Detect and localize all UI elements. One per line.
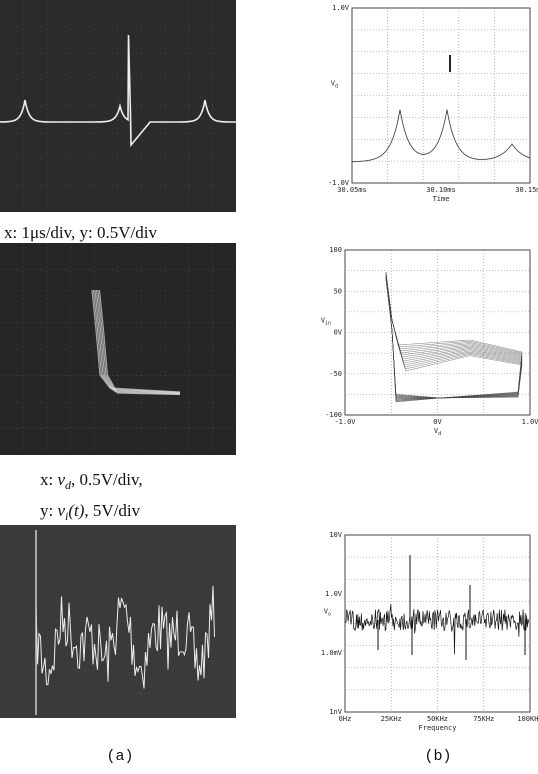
waveform <box>352 109 531 163</box>
waveform <box>385 279 523 399</box>
waveform <box>385 274 523 400</box>
x-tick-label: -1.0V <box>334 418 356 426</box>
y-axis-label: Vo <box>324 608 331 618</box>
panel-label: (a) <box>106 748 133 765</box>
y-axis-label: Vin <box>321 317 331 327</box>
scope-trace <box>35 585 215 689</box>
x-tick-label: 25KHz <box>381 715 402 723</box>
waveform <box>385 272 523 402</box>
scope-trace <box>98 289 181 396</box>
waveform <box>385 276 523 399</box>
x-tick-label: 0Hz <box>339 715 352 723</box>
y-tick-label: 0V <box>334 329 343 337</box>
scope-trace <box>97 289 181 395</box>
waveform <box>385 273 523 402</box>
y-tick-label: -1.0V <box>328 179 350 187</box>
scope-trace <box>94 289 181 394</box>
label-main: Time <box>433 195 450 203</box>
label-main: V <box>331 80 336 88</box>
waveform <box>385 276 523 399</box>
waveform <box>385 273 523 401</box>
panel-label: (b) <box>424 748 451 765</box>
y-axis-label: Vd <box>331 80 338 90</box>
waveform <box>385 275 523 399</box>
x-tick-label: 30.10ms <box>426 186 456 194</box>
label-main: V <box>321 317 326 325</box>
x-tick-label: 0V <box>433 418 442 426</box>
y-tick-label: 50 <box>334 287 342 295</box>
waveform <box>385 277 523 399</box>
caption-part: , 5V/div <box>84 501 140 520</box>
x-tick-label: 1.0V <box>522 418 538 426</box>
label-main: V <box>434 427 439 435</box>
label-sub: d <box>335 84 338 90</box>
caption-part: x: <box>40 470 57 489</box>
y-tick-label: 100 <box>329 246 342 254</box>
y-tick-label: 1.0V <box>325 590 343 598</box>
x-axis-label: Time <box>433 195 450 203</box>
y-tick-label: -50 <box>329 370 342 378</box>
x-tick-label: 75KHz <box>473 715 494 723</box>
oscilloscope-panels <box>0 0 236 718</box>
y-tick-label: 1.0mV <box>321 649 343 657</box>
scope-trace <box>92 289 181 394</box>
waveform <box>385 277 523 399</box>
caption-part: i <box>65 509 68 523</box>
x-tick-label: 30.15ms <box>515 186 538 194</box>
caption-part: y: <box>40 501 57 520</box>
label-sub: in <box>325 321 331 327</box>
y-tick-label: 1.0V <box>332 4 350 12</box>
caption-part: d <box>65 478 72 492</box>
y-tick-label: 1nV <box>329 708 342 716</box>
x-axis-label: Frequency <box>419 724 457 732</box>
y-tick-label: 10V <box>329 531 342 539</box>
waveform <box>385 278 523 399</box>
x-tick-label: 30.05ms <box>337 186 367 194</box>
caption-part: v <box>57 501 65 520</box>
label-main: Frequency <box>419 724 457 732</box>
label-sub: o <box>328 612 331 618</box>
spectrum <box>345 604 530 655</box>
waveform <box>385 274 523 400</box>
label-main: V <box>324 608 329 616</box>
caption-part: v <box>57 470 65 489</box>
caption-part: (t) <box>68 501 84 520</box>
label-sub: d <box>438 431 441 437</box>
caption-part: , 0.5V/div, <box>71 470 143 489</box>
scope-trace <box>0 34 236 148</box>
caption: x: vd, 0.5V/div, <box>40 470 143 492</box>
waveform <box>385 279 523 399</box>
caption: x: 1μs/div, y: 0.5V/div <box>4 223 157 242</box>
x-axis-label: Vd <box>434 427 441 437</box>
x-tick-label: 100KHz <box>517 715 538 723</box>
scope-trace <box>95 289 181 395</box>
caption: y: vi(t), 5V/div <box>40 501 141 523</box>
y-tick-label: -100 <box>325 411 342 419</box>
scope-trace <box>91 289 181 393</box>
x-tick-label: 50KHz <box>427 715 448 723</box>
simulation-plots: 1.0V-1.0V30.05ms30.10ms30.15msVdTime1005… <box>321 4 538 732</box>
